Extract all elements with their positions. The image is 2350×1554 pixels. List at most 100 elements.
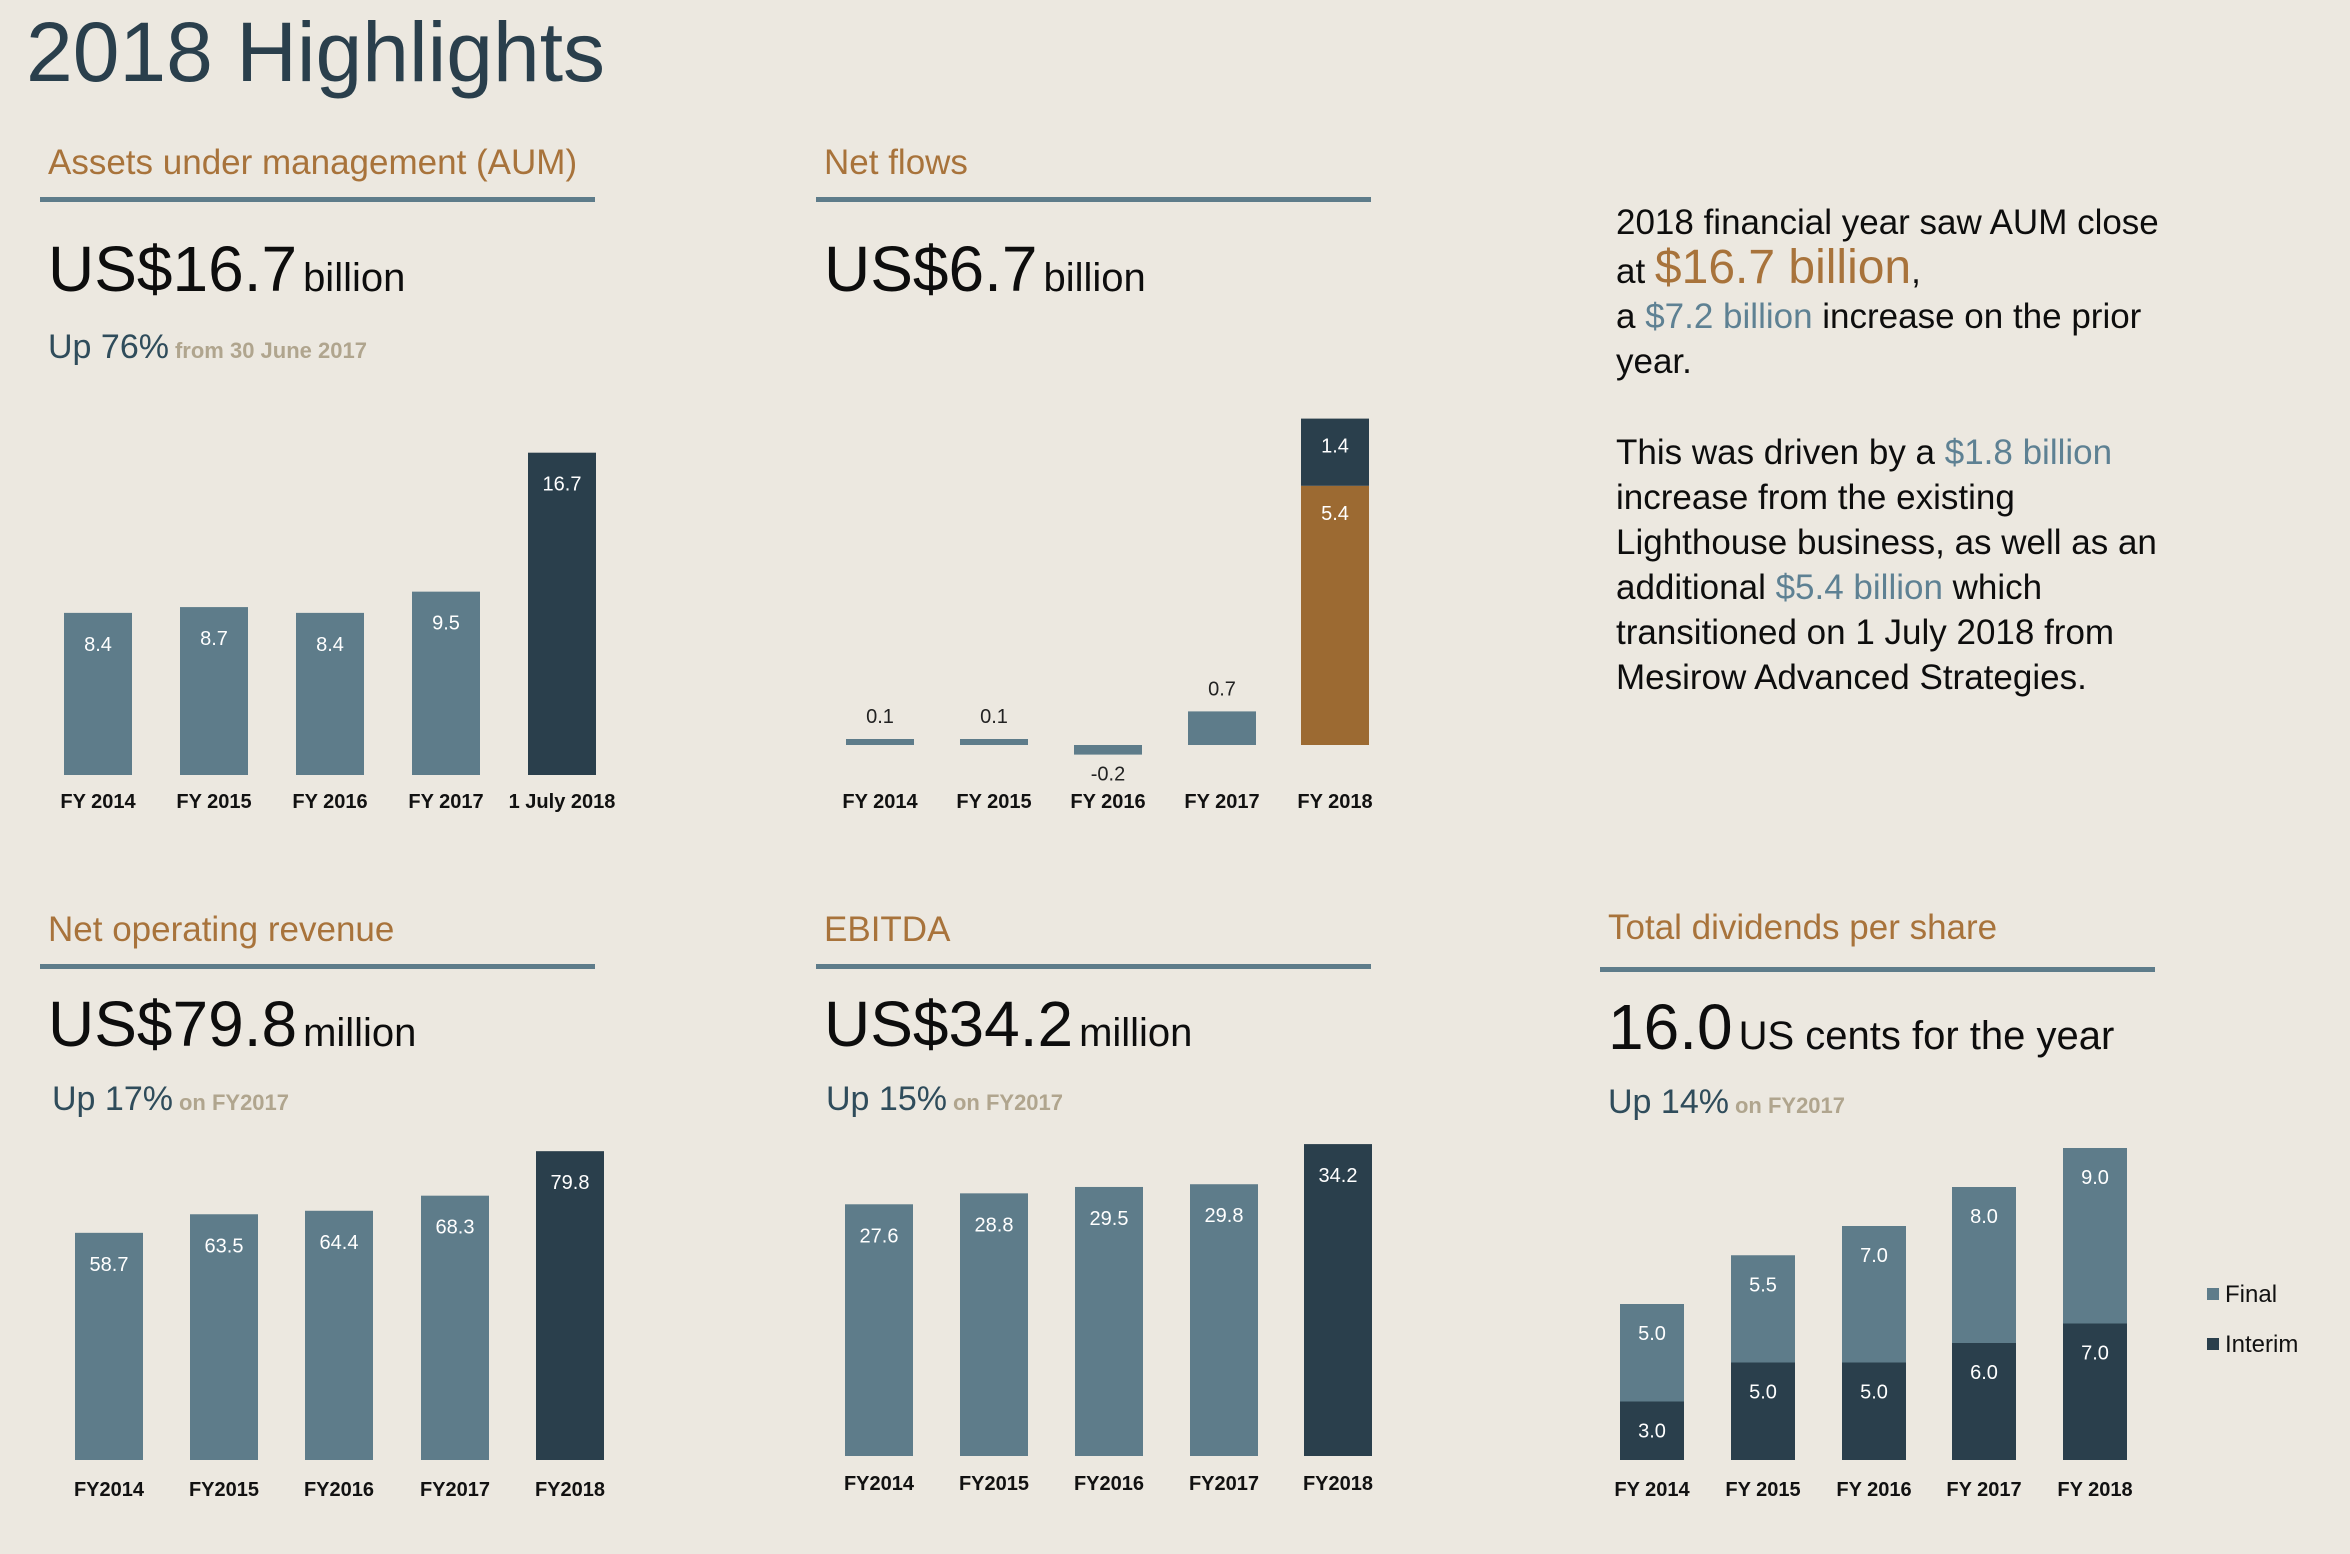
dividends-value-number: 16.0 <box>1608 991 1733 1063</box>
bar-value-label: 28.8 <box>975 1214 1014 1236</box>
bar-value-label: 5.4 <box>1321 503 1349 525</box>
x-tick-label: FY 2017 <box>1184 791 1259 813</box>
x-tick-label: FY2018 <box>535 1479 605 1501</box>
bar-value-label: 58.7 <box>90 1254 129 1276</box>
aum-value-unit: billion <box>303 256 406 300</box>
bar-value-label: 7.0 <box>1860 1245 1888 1267</box>
bar-value-label: 8.4 <box>84 634 112 656</box>
stacked-bar-segment <box>1952 1343 2016 1460</box>
commentary-highlight: $5.4 billion <box>1775 568 1943 607</box>
legend-swatch <box>2207 1338 2219 1350</box>
commentary-text: increase from the existing Lighthouse bu… <box>1616 478 2157 607</box>
dividends-change-text: Up 14% <box>1608 1083 1729 1121</box>
bar-value-label: 5.0 <box>1860 1382 1888 1404</box>
aum-commentary: 2018 financial year saw AUM close at $16… <box>1616 200 2176 746</box>
bar-value-label: 9.0 <box>2081 1167 2109 1189</box>
legend-swatch <box>2207 1288 2219 1300</box>
bar-value-label: 0.1 <box>866 706 894 728</box>
bar-value-label: 0.1 <box>980 706 1008 728</box>
bar <box>1074 745 1142 755</box>
bar <box>528 452 596 775</box>
bar <box>296 612 364 775</box>
x-tick-label: FY2017 <box>420 1479 490 1501</box>
stacked-bar-segment <box>1620 1304 1684 1402</box>
ebitda-change-text: Up 15% <box>826 1080 947 1118</box>
bar-value-label: 9.5 <box>432 613 460 635</box>
net-flows-title: Net flows <box>824 143 968 182</box>
commentary-text: which transitioned on 1 July 2018 from M… <box>1616 568 2115 697</box>
dividends-change-note: on FY2017 <box>1734 1093 1846 1118</box>
commentary-paragraph-1: 2018 financial year saw AUM close at $16… <box>1616 200 2176 384</box>
bar-value-label: 27.6 <box>860 1225 899 1247</box>
ebitda-value-number: US$34.2 <box>824 988 1074 1060</box>
bar-value-label: 3.0 <box>1638 1421 1666 1443</box>
bar <box>536 1151 604 1460</box>
bar <box>75 1232 143 1460</box>
bar-value-label: 64.4 <box>320 1232 359 1254</box>
bar-value-label: 1.4 <box>1321 436 1349 458</box>
revenue-rule <box>40 964 595 969</box>
commentary-text: a <box>1616 297 1646 336</box>
x-tick-label: FY2016 <box>1074 1473 1144 1495</box>
bar <box>960 1193 1028 1456</box>
bar-value-label: 0.7 <box>1208 678 1236 700</box>
x-tick-label: FY 2015 <box>176 791 251 813</box>
x-tick-label: FY 2015 <box>1725 1479 1800 1501</box>
revenue-title: Net operating revenue <box>48 910 395 949</box>
stacked-bar-segment <box>1952 1187 2016 1343</box>
x-tick-label: FY 2018 <box>2057 1479 2132 1501</box>
revenue-change-note: on FY2017 <box>178 1090 290 1115</box>
bar-value-label: -0.2 <box>1091 764 1125 786</box>
bar-value-label: 5.0 <box>1749 1382 1777 1404</box>
bar-value-label: 8.0 <box>1970 1206 1998 1228</box>
x-tick-label: FY2015 <box>959 1473 1029 1495</box>
ebitda-title: EBITDA <box>824 910 951 949</box>
dividends-rule <box>1600 967 2155 972</box>
commentary-paragraph-2: This was driven by a $1.8 billion increa… <box>1616 430 2176 700</box>
ebitda-value-unit: million <box>1079 1011 1193 1055</box>
revenue-change: Up 17% on FY2017 <box>52 1080 289 1119</box>
stacked-bar-segment <box>2063 1148 2127 1324</box>
x-tick-label: 1 July 2018 <box>509 791 616 813</box>
net-flows-rule <box>816 197 1371 202</box>
bar-value-label: 8.4 <box>316 634 344 656</box>
bar <box>64 612 132 775</box>
net-flows-value-number: US$6.7 <box>824 233 1038 305</box>
net-flows-value-unit: billion <box>1043 256 1146 300</box>
dividends-value-unit: US cents for the year <box>1738 1014 2115 1058</box>
stacked-bar-segment <box>1731 1255 1795 1363</box>
aum-value: US$16.7 billion <box>48 232 405 306</box>
bar <box>1075 1186 1143 1456</box>
net-flows-value: US$6.7 billion <box>824 232 1146 306</box>
bar-value-label: 8.7 <box>200 628 228 650</box>
bar <box>1190 1184 1258 1456</box>
x-tick-label: FY 2015 <box>956 791 1031 813</box>
bar <box>1188 711 1256 745</box>
aum-value-number: US$16.7 <box>48 233 298 305</box>
bar-value-label: 63.5 <box>205 1235 244 1257</box>
revenue-change-text: Up 17% <box>52 1080 173 1118</box>
commentary-highlight: $7.2 billion <box>1645 297 1813 336</box>
legend-label: Final <box>2225 1281 2277 1308</box>
revenue-value-number: US$79.8 <box>48 988 298 1060</box>
commentary-text: , <box>1911 252 1921 291</box>
bar-value-label: 7.0 <box>2081 1343 2109 1365</box>
stacked-bar-segment <box>2063 1323 2127 1460</box>
bar <box>305 1210 373 1460</box>
bar-value-label: 68.3 <box>436 1217 475 1239</box>
legend-label: Interim <box>2225 1331 2298 1358</box>
x-tick-label: FY 2018 <box>1297 791 1372 813</box>
commentary-text: 2018 financial year saw AUM close at <box>1616 203 2159 291</box>
bar <box>412 591 480 775</box>
aum-rule <box>40 197 595 202</box>
x-tick-label: FY 2016 <box>292 791 367 813</box>
dividends-value: 16.0 US cents for the year <box>1608 990 2114 1064</box>
bar-value-label: 34.2 <box>1319 1165 1358 1187</box>
bar-value-label: 79.8 <box>551 1172 590 1194</box>
bar <box>180 607 248 775</box>
x-tick-label: FY2014 <box>74 1479 145 1501</box>
bar <box>190 1214 258 1460</box>
